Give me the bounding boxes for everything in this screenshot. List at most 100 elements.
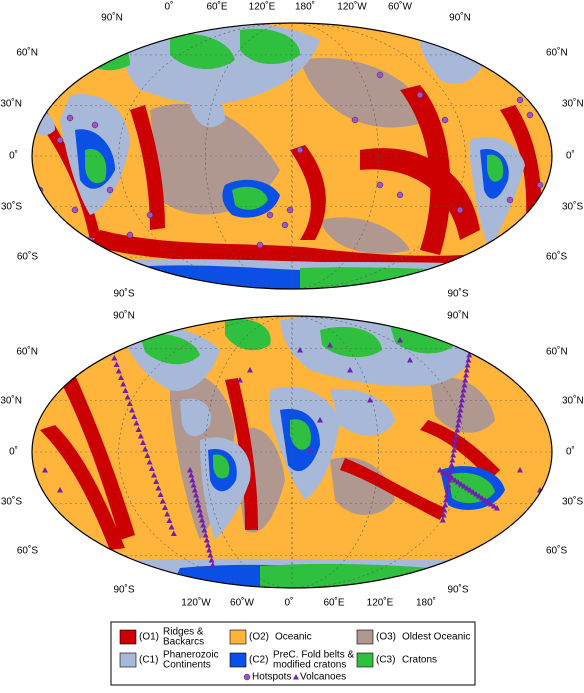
volcano: [133, 420, 140, 426]
volcano: [115, 368, 122, 374]
lat-label: 30˚N: [562, 98, 584, 110]
map-frame: [31, 22, 553, 290]
volcano: [488, 501, 494, 507]
legend-box: [110, 621, 476, 686]
lat-label: 60˚S: [546, 251, 567, 263]
province: [400, 85, 451, 255]
hotspot: [296, 146, 304, 154]
volcano: [189, 477, 196, 483]
lat-label: 0˚: [9, 446, 18, 458]
volcano: [494, 505, 500, 511]
province: [320, 326, 382, 358]
province: [330, 389, 395, 436]
volcano: [485, 499, 491, 505]
hotspot: [32, 101, 39, 109]
volcano: [439, 517, 446, 523]
lon-label: 60˚W: [230, 597, 254, 609]
volcano: [442, 502, 449, 508]
volcano: [42, 467, 48, 473]
volcano: [440, 512, 447, 518]
volcano: [455, 479, 461, 485]
lat-label: 30˚S: [562, 496, 583, 508]
hotspot: [441, 116, 449, 124]
province: [213, 454, 230, 479]
lat-label: 30˚S: [1, 201, 22, 213]
volcano: [153, 478, 160, 484]
volcano: [443, 492, 450, 498]
legend-label: Volcanoes: [300, 672, 346, 683]
province: [340, 458, 445, 520]
hotspot: [526, 111, 534, 119]
lon-label: 120˚E: [367, 597, 394, 609]
lat-label: 30˚N: [0, 395, 22, 407]
province: [190, 89, 225, 128]
volcano: [461, 382, 468, 388]
legend-code: (C2): [249, 655, 268, 666]
volcano: [142, 446, 149, 452]
volcano: [164, 511, 171, 517]
volcano: [451, 447, 457, 453]
volcano: [140, 439, 146, 445]
volcano: [457, 407, 464, 413]
province: [487, 154, 504, 182]
lat-label: 90˚N: [447, 310, 469, 322]
legend-label: Ridges &: [163, 627, 204, 638]
lat-label: 60˚S: [17, 251, 38, 263]
volcano: [203, 537, 210, 543]
lat-label: 30˚S: [562, 201, 583, 213]
volcano: [455, 422, 461, 428]
volcano: [446, 473, 452, 479]
hotspot: [506, 196, 514, 204]
volcano: [207, 552, 214, 558]
hotspot: [66, 114, 74, 122]
province: [130, 105, 165, 230]
volcano: [206, 547, 213, 553]
volcano: [407, 357, 413, 363]
legend-swatch: [356, 629, 374, 645]
hotspot: [456, 206, 464, 214]
volcano: [452, 437, 459, 443]
volcano: [463, 372, 469, 378]
volcano: [491, 503, 497, 509]
volcano: [137, 433, 144, 439]
province: [290, 145, 326, 240]
volcano: [146, 459, 153, 465]
lat-label: 30˚N: [562, 395, 584, 407]
lat-label: 90˚N: [113, 310, 135, 322]
volcano: [445, 482, 452, 488]
province: [440, 28, 505, 53]
legend-swatch: [119, 652, 137, 668]
volcano: [441, 507, 448, 513]
province: [140, 333, 200, 365]
legend-label: Oceanic: [275, 632, 312, 643]
volcano: [448, 462, 455, 468]
volcano: [208, 557, 215, 563]
legend-hotspot: [243, 673, 251, 681]
volcano: [32, 477, 33, 483]
lat-label: 0˚: [566, 446, 575, 458]
legend-label: Oldest Oceanic: [402, 632, 470, 643]
hotspot: [516, 96, 524, 104]
legend-label: Backarcs: [163, 637, 204, 648]
hotspot: [396, 191, 404, 199]
volcano: [144, 452, 151, 458]
province: [290, 419, 311, 450]
legend-code: (C3): [376, 655, 395, 666]
volcano: [476, 493, 482, 499]
volcano: [367, 397, 373, 403]
graticule: [291, 23, 293, 289]
hotspot: [376, 181, 384, 189]
hotspot: [91, 121, 99, 129]
volcano: [327, 342, 333, 348]
lon-label: 90˚N: [449, 12, 471, 24]
hotspot: [146, 211, 154, 219]
volcano: [307, 447, 313, 453]
volcano: [451, 442, 458, 448]
volcano: [397, 337, 403, 343]
legend-label: Cratons: [402, 655, 437, 666]
lat-label: 60˚N: [16, 346, 38, 358]
volcano: [437, 467, 443, 473]
volcano: [452, 477, 458, 483]
volcano: [455, 417, 462, 423]
